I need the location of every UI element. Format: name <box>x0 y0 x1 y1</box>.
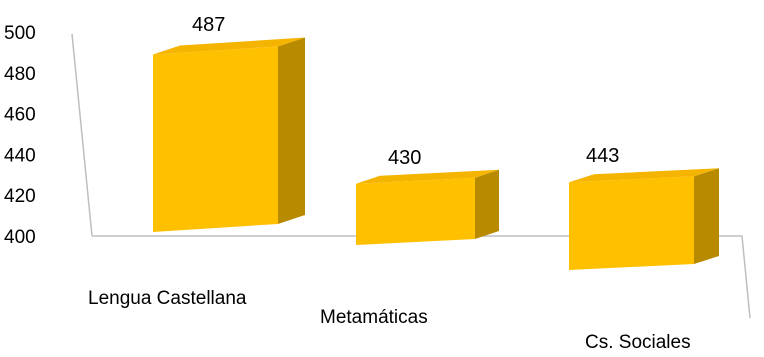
bar-top <box>153 37 305 55</box>
category-labels: Lengua Castellana Metamáticas Cs. Sociales <box>88 288 691 353</box>
y-tick-label: 500 <box>4 23 36 44</box>
bar <box>153 46 278 232</box>
floor-outline <box>92 235 751 319</box>
data-label: 487 <box>192 14 225 36</box>
bar-side <box>278 37 305 224</box>
bar <box>569 176 694 270</box>
axes <box>71 33 751 319</box>
data-label: 430 <box>388 147 421 169</box>
bar-top <box>356 169 499 184</box>
y-tick-label: 480 <box>4 64 36 85</box>
y-tick-label: 460 <box>4 105 36 126</box>
data-labels: 487 430 443 <box>192 14 619 169</box>
y-tick-label: 400 <box>4 227 36 248</box>
bar <box>356 177 475 245</box>
y-axis-ticks: 400 420 440 460 480 500 <box>4 23 36 248</box>
bar-top <box>569 168 719 183</box>
category-label: Cs. Sociales <box>585 332 691 352</box>
bar-side <box>694 168 719 264</box>
bar-side <box>475 169 499 239</box>
category-label: Metamáticas <box>320 307 428 328</box>
category-label: Lengua Castellana <box>88 288 247 309</box>
data-label: 443 <box>586 145 619 167</box>
bars <box>153 37 719 270</box>
y-tick-label: 420 <box>4 186 36 207</box>
y-axis-line <box>71 33 93 237</box>
y-tick-label: 440 <box>4 145 36 166</box>
